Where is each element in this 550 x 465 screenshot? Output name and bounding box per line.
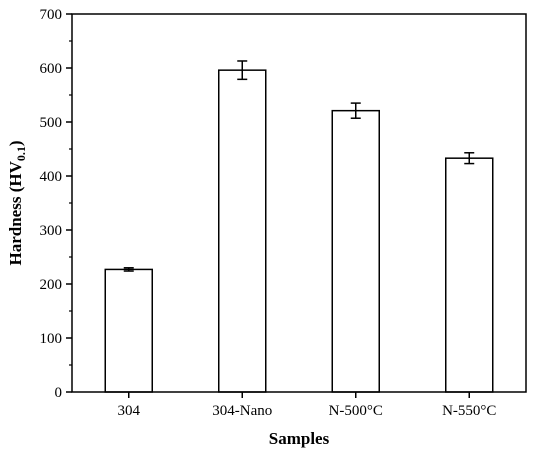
x-tick-label-3: N-500°C <box>329 403 383 419</box>
y-axis-title-close: ) <box>6 140 25 146</box>
bar-2 <box>218 69 267 393</box>
x-tick-label-1: 304 <box>118 403 141 419</box>
y-tick-label-5: 400 <box>40 169 63 185</box>
y-axis-title-subscript: 0.1 <box>14 146 28 161</box>
bar-3 <box>331 109 380 393</box>
x-tick-label-4: N-550°C <box>442 403 496 419</box>
y-tick-label-2: 100 <box>40 331 63 347</box>
y-tick-label-1: 0 <box>55 385 63 401</box>
x-axis-title: Samples <box>269 429 330 448</box>
bar-4 <box>445 157 494 393</box>
bar-1 <box>104 268 153 393</box>
y-tick-label-3: 200 <box>40 277 63 293</box>
y-tick-label-6: 500 <box>40 115 63 131</box>
bars-layer <box>104 69 494 393</box>
tick-labels-layer: 0 100 200 300 400 500 600 700 304 304-Nano N-500°C… <box>40 7 497 419</box>
y-tick-label-8: 700 <box>40 7 63 23</box>
y-tick-label-4: 300 <box>40 223 63 239</box>
y-tick-label-7: 600 <box>40 61 63 77</box>
x-tick-label-2: 304-Nano <box>212 403 272 419</box>
error-bars-layer <box>123 60 475 272</box>
y-axis-title-main: Hardness (HV <box>6 160 25 265</box>
axes-layer <box>66 13 527 398</box>
y-axis-title: Hardness (HV0.1) <box>6 140 28 265</box>
